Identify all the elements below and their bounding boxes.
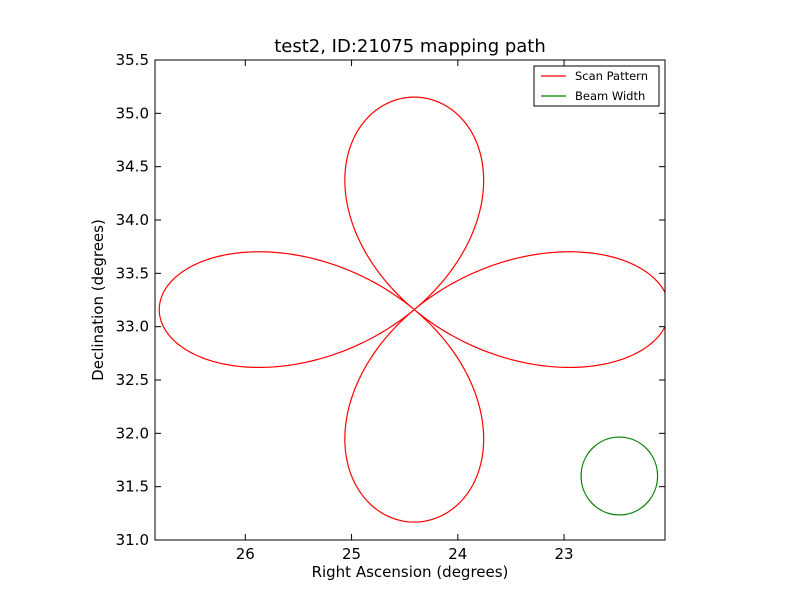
y-tick-label: 33.5 [116, 264, 149, 282]
x-tick-label: 23 [555, 545, 574, 563]
legend: Scan Pattern Beam Width [533, 65, 660, 107]
legend-label-scan-pattern: Scan Pattern [575, 69, 648, 83]
y-tick-label: 31.5 [116, 478, 149, 496]
plot-frame [154, 59, 666, 541]
x-axis-label: Right Ascension (degrees) [312, 563, 509, 581]
x-tick-label: 24 [448, 545, 467, 563]
x-tick-label: 26 [236, 545, 255, 563]
legend-label-beam-width: Beam Width [575, 89, 645, 103]
x-tick-label: 25 [342, 545, 361, 563]
y-tick-label: 34.5 [116, 158, 149, 176]
y-tick-label: 35.0 [116, 104, 149, 122]
scan-pattern-line [158, 96, 665, 523]
chart-title: test2, ID:21075 mapping path [274, 36, 546, 57]
y-tick-label: 34.0 [116, 211, 149, 229]
legend-box [533, 65, 660, 107]
series-layer [158, 96, 665, 523]
plot-area [155, 60, 665, 540]
beam-width-circle [580, 436, 659, 516]
y-tick-label: 32.0 [116, 424, 149, 442]
y-axis-label: Declination (degrees) [89, 219, 107, 381]
ticks-layer: 26 25 24 23 31.0 31.5 32.0 32.5 33.0 33.5 34.0 34.5… [116, 51, 665, 563]
y-tick-label: 33.0 [116, 318, 149, 336]
y-tick-label: 31.0 [116, 531, 149, 549]
y-tick-label: 35.5 [116, 51, 149, 69]
y-tick-label: 32.5 [116, 371, 149, 389]
